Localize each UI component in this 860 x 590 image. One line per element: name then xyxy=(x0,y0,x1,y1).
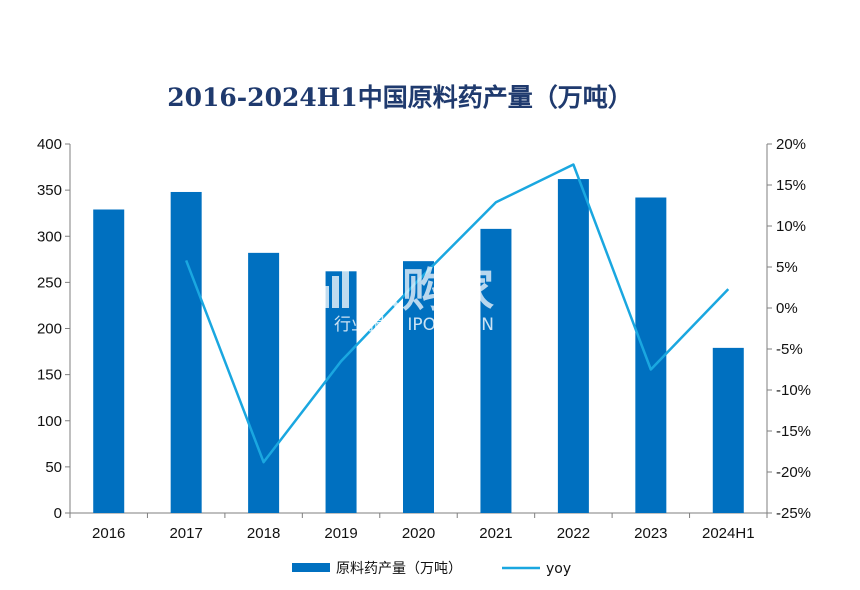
legend-bar-label: 原料药产量（万吨） xyxy=(336,561,462,577)
chart-title: 2016-2024H1中国原料药产量（万吨） xyxy=(167,83,633,112)
x-tick-label: 2021 xyxy=(479,525,512,542)
left-tick-label: 150 xyxy=(37,367,62,384)
right-tick-label: 10% xyxy=(776,218,806,235)
right-tick-label: -25% xyxy=(776,505,811,522)
bar-2019 xyxy=(325,271,357,513)
x-tick-label: 2017 xyxy=(169,525,202,542)
legend: 原料药产量（万吨） yoy xyxy=(292,561,571,577)
right-tick-label: -15% xyxy=(776,423,811,440)
right-tick-label: 0% xyxy=(776,300,798,317)
watermark-tagline: 行业报告 IPOIPO.CN xyxy=(334,315,494,335)
left-tick-label: 400 xyxy=(37,136,62,153)
right-tick-label: 5% xyxy=(776,259,798,276)
x-tick-label: 2020 xyxy=(402,525,435,542)
left-axis-ticks: 0 50 100 150 200 250 300 350 400 xyxy=(37,136,70,522)
left-tick-label: 250 xyxy=(37,274,62,291)
watermark-brand: 帐购家 xyxy=(356,263,494,317)
x-tick-label: 2024H1 xyxy=(702,525,755,542)
right-tick-label: 15% xyxy=(776,177,806,194)
right-tick-label: -20% xyxy=(776,464,811,481)
bar-2017 xyxy=(170,191,202,513)
right-tick-label: -10% xyxy=(776,382,811,399)
x-tick-label: 2018 xyxy=(247,525,280,542)
bar-2021 xyxy=(480,228,512,513)
x-tick-label: 2023 xyxy=(634,525,667,542)
x-tick-label: 2022 xyxy=(557,525,590,542)
left-tick-label: 100 xyxy=(37,413,62,430)
right-tick-label: 20% xyxy=(776,136,806,153)
left-tick-label: 200 xyxy=(37,321,62,338)
right-tick-label: -5% xyxy=(776,341,803,358)
left-tick-label: 300 xyxy=(37,228,62,245)
bar-2023 xyxy=(635,197,667,513)
bar-2020 xyxy=(403,261,434,513)
x-tick-label: 2019 xyxy=(324,525,357,542)
left-tick-label: 0 xyxy=(54,505,62,522)
watermark-logo-icon xyxy=(322,268,349,308)
x-axis-ticks: 2016 2017 2018 2019 2020 2021 2022 2023 2024H1 xyxy=(69,513,768,542)
bars-layer xyxy=(93,179,744,514)
watermark: 帐购家 行业报告 IPOIPO.CN xyxy=(322,263,494,335)
yoy-line xyxy=(184,163,730,464)
yoy-line-layer xyxy=(184,163,730,464)
right-axis-ticks: -25% -20% -15% -10% -5% 0% 5% 10% 15% 20% xyxy=(767,136,811,522)
x-tick-label: 2016 xyxy=(92,525,125,542)
left-tick-label: 50 xyxy=(45,459,62,476)
left-tick-label: 350 xyxy=(37,182,62,199)
bar-2022 xyxy=(557,179,589,513)
legend-bar-swatch xyxy=(292,563,330,572)
bar-2024H1 xyxy=(712,347,744,513)
bar-2018 xyxy=(248,252,280,514)
legend-line-label: yoy xyxy=(546,561,571,577)
bar-2016 xyxy=(93,209,125,513)
